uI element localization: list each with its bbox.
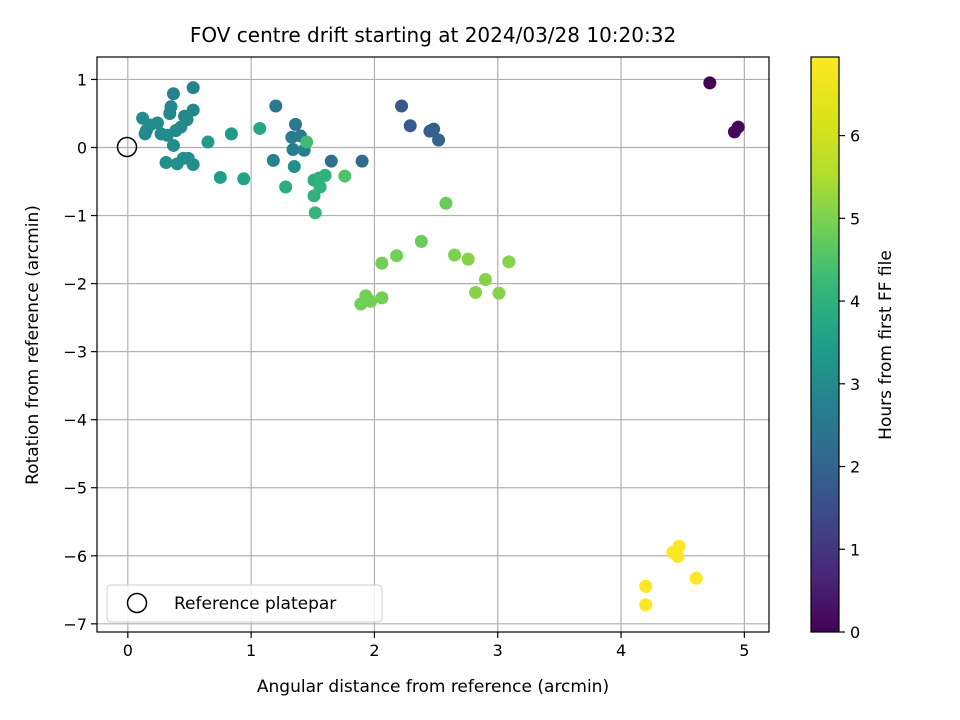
scatter-point	[439, 196, 453, 210]
scatter-point	[266, 153, 280, 167]
scatter-point	[170, 157, 184, 171]
plot-area: 0 1 2 3 4 5 −7 −6 −5 −4 −3 −2 −1 0 1	[63, 56, 770, 660]
colorbar: 0 1 2 3 4 5 6 Hours from first FF file	[810, 56, 896, 642]
scatter-point	[289, 117, 303, 131]
x-tick-label: 1	[246, 641, 256, 660]
axis-ticks: 0 1 2 3 4 5 −7 −6 −5 −4 −3 −2 −1 0 1	[63, 70, 749, 660]
y-axis-label: Rotation from reference (arcmin)	[23, 205, 43, 485]
scatter-point	[469, 285, 483, 299]
scatter-point	[300, 135, 314, 149]
colorbar-tick-label: 5	[850, 209, 860, 228]
scatter-point	[414, 234, 428, 248]
scatter-point	[689, 571, 703, 585]
scatter-point	[279, 180, 293, 194]
y-tick-label: −7	[63, 615, 87, 634]
scatter-point	[166, 87, 180, 101]
y-tick-label: −5	[63, 479, 87, 498]
scatter-point	[448, 248, 462, 262]
scatter-point	[166, 138, 180, 152]
scatter-point	[390, 249, 404, 263]
scatter-point	[355, 154, 369, 168]
scatter-point	[138, 127, 152, 141]
scatter-point	[224, 127, 238, 141]
colorbar-gradient	[810, 56, 840, 633]
scatter-point	[478, 273, 492, 287]
y-tick-label: 1	[77, 70, 87, 89]
scatter-point	[364, 294, 378, 308]
scatter-point	[338, 169, 352, 183]
scatter-point	[287, 160, 301, 174]
scatter-point	[237, 172, 251, 186]
scatter-point	[403, 119, 417, 133]
scatter-point	[307, 189, 321, 203]
colorbar-label: Hours from first FF file	[876, 250, 896, 440]
x-tick-label: 2	[369, 641, 379, 660]
x-tick-label: 0	[123, 641, 133, 660]
scatter-point	[186, 81, 200, 95]
scatter-point	[160, 128, 174, 142]
y-tick-label: −3	[63, 343, 87, 362]
x-tick-label: 5	[739, 641, 749, 660]
x-axis-label: Angular distance from reference (arcmin)	[257, 677, 609, 697]
scatter-point	[727, 125, 741, 139]
colorbar-tick-label: 1	[850, 540, 860, 559]
scatter-point	[395, 99, 409, 113]
colorbar-tick-label: 4	[850, 292, 860, 311]
scatter-point	[308, 206, 322, 220]
scatter-point	[492, 286, 506, 300]
scatter-point	[253, 121, 267, 135]
scatter-point	[432, 133, 446, 147]
scatter-point	[269, 99, 283, 113]
reference-platepar-marker	[116, 136, 138, 158]
scatter-point	[324, 154, 338, 168]
scatter-point	[703, 76, 717, 90]
grid	[97, 57, 769, 632]
scatter-point	[318, 168, 332, 182]
scatter-point	[354, 297, 368, 311]
chart-title: FOV centre drift starting at 2024/03/28 …	[190, 23, 676, 47]
colorbar-ticks: 0 1 2 3 4 5 6	[839, 127, 860, 642]
scatter-point	[461, 252, 475, 266]
scatter-point	[502, 255, 516, 269]
scatter-point	[375, 291, 389, 305]
scatter-point	[201, 135, 215, 149]
scatter-point	[159, 155, 173, 169]
scatter-point	[375, 256, 389, 270]
colorbar-tick-label: 3	[850, 375, 860, 394]
legend-label: Reference platepar	[174, 594, 336, 614]
x-tick-label: 4	[616, 641, 626, 660]
scatter-point	[427, 122, 441, 136]
y-tick-label: −2	[63, 275, 87, 294]
y-tick-label: −6	[63, 547, 87, 566]
scatter-point	[186, 158, 200, 172]
scatter-point	[639, 579, 653, 593]
colorbar-tick-label: 0	[850, 623, 860, 642]
scatter-point	[163, 106, 177, 120]
y-tick-label: 0	[77, 139, 87, 158]
colorbar-tick-label: 6	[850, 127, 860, 146]
scatter-points	[136, 76, 745, 612]
legend-box	[106, 584, 383, 623]
scatter-point	[639, 598, 653, 612]
y-tick-label: −4	[63, 411, 87, 430]
scatter-point	[671, 549, 685, 563]
legend: Reference platepar	[106, 584, 383, 623]
plot-background	[97, 57, 769, 632]
scatter-point	[286, 143, 300, 157]
y-tick-label: −1	[63, 207, 87, 226]
scatter-point	[213, 170, 227, 184]
legend-marker-icon	[126, 592, 148, 614]
plot-frame	[96, 56, 770, 633]
x-tick-label: 3	[493, 641, 503, 660]
colorbar-tick-label: 2	[850, 458, 860, 477]
